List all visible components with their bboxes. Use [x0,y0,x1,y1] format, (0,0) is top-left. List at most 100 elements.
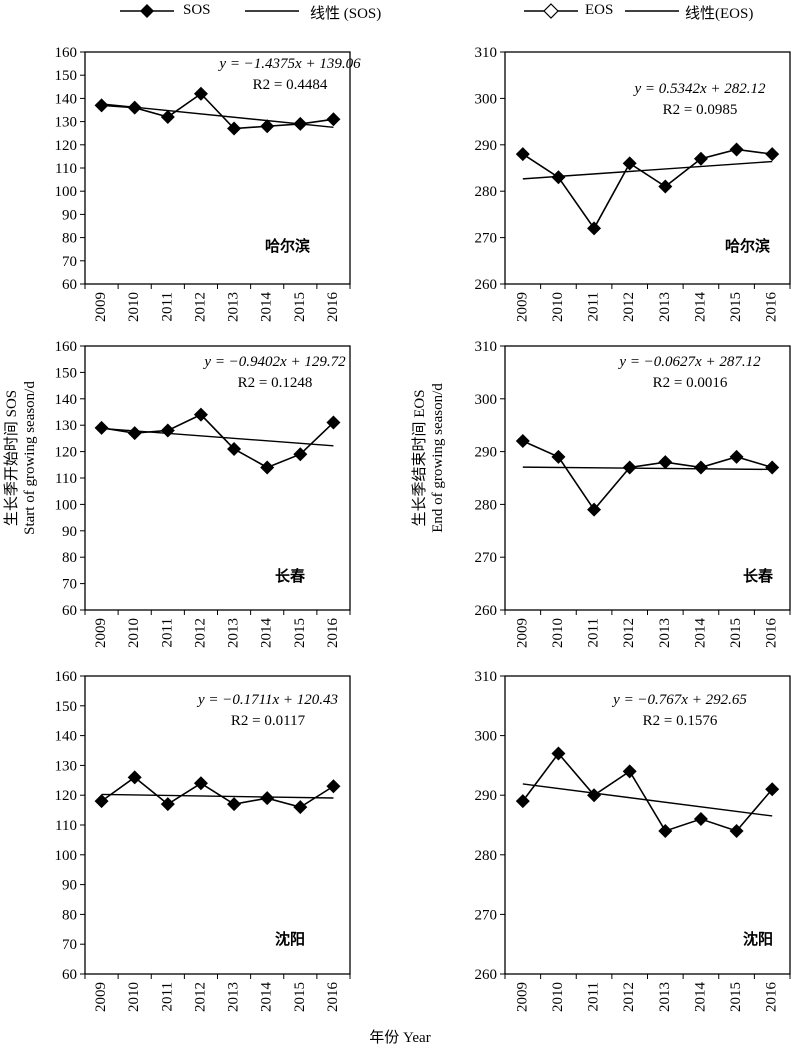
y-tick-label: 120 [55,445,78,461]
y-tick-label: 60 [62,277,77,293]
x-tick-label: 2011 [586,292,602,321]
y-tick-label: 100 [55,497,78,513]
x-tick-label: 2014 [259,292,275,323]
city-label: 长春 [743,567,773,585]
y-tick-label: 260 [475,277,498,293]
y-tick-label: 70 [62,577,77,593]
trend-line [101,427,334,447]
y-tick-label: 260 [475,967,498,983]
x-tick-label: 2009 [514,982,530,1012]
y-tick-label: 80 [62,907,77,923]
x-tick-label: 2010 [126,982,142,1012]
data-point-marker [326,415,341,430]
data-point-marker [193,407,208,422]
legend-sos-trend-line-icon [245,10,299,12]
data-point-marker [260,119,275,134]
y-tick-label: 310 [475,45,498,61]
x-tick-label: 2013 [226,292,242,322]
chart-panel-4: 260 270 280 290 300 310 2009 2010 2011 2012 2013 20… [475,339,791,648]
y-tick-label: 110 [55,471,77,487]
chart-panel-3: 60 70 80 90 100 110 120 130 140 150 160 2009 2010 201… [55,339,351,648]
data-point-marker [551,170,566,185]
y-tick-label: 300 [475,729,498,745]
data-point-marker [515,147,530,162]
x-axis-title: 年份 Year [369,1030,431,1046]
legend-sos-marker-icon [120,4,174,18]
data-point-marker [729,142,744,157]
y-tick-label: 130 [55,115,78,131]
y-tick-label: 280 [475,184,498,200]
data-point-marker [622,156,637,171]
y-tick-label: 310 [475,669,498,685]
x-tick-label: 2009 [514,618,530,648]
data-point-marker [260,460,275,475]
y-tick-label: 310 [475,339,498,355]
x-tick-label: 2016 [325,618,341,649]
data-point-marker [551,449,566,464]
y-tick-label: 60 [62,967,77,983]
r-squared-label: R2 = 0.0016 [653,375,728,391]
x-tick-label: 2013 [226,618,242,648]
trend-equation: y = −0.1711x + 120.43 [196,692,338,708]
x-tick-label: 2012 [192,982,208,1012]
y-tick-label: 270 [475,550,498,566]
y-tick-label: 270 [475,907,498,923]
y-tick-label: 70 [62,254,77,270]
chart-panel-5: 60 70 80 90 100 110 120 130 140 150 160 2009 2010 201… [55,669,351,1012]
y-tick-label: 90 [62,207,77,223]
data-point-marker [515,794,530,809]
y-tick-label: 260 [475,603,498,619]
x-tick-label: 2011 [159,292,175,321]
x-tick-label: 2010 [126,292,142,322]
legend-eos-marker-icon [524,3,578,19]
x-tick-label: 2012 [192,292,208,322]
city-label: 哈尔滨 [725,237,770,255]
data-point-marker [587,788,602,803]
data-point-marker [227,797,242,812]
trend-line [522,466,773,471]
x-tick-label: 2011 [586,618,602,647]
trend-line [101,793,334,799]
data-point-marker [127,100,142,115]
data-point-marker [160,797,175,812]
trend-equation: y = −0.0627x + 287.12 [617,354,761,370]
x-tick-label: 2010 [550,292,566,322]
y-tick-label: 100 [55,184,78,200]
data-point-marker [729,449,744,464]
x-tick-label: 2014 [692,982,708,1013]
trend-equation: y = −0.767x + 292.65 [611,692,747,708]
y-tick-label: 80 [62,231,77,247]
data-point-marker [622,460,637,475]
city-label: 沈阳 [743,930,773,948]
data-point-marker [227,441,242,456]
data-point-marker [729,823,744,838]
x-tick-label: 2012 [621,618,637,648]
data-point-marker [94,794,109,809]
trend-equation: y = −1.4375x + 139.06 [217,56,361,72]
y-tick-label: 290 [475,445,498,461]
y-tick-label: 120 [55,138,78,154]
y-tick-label: 70 [62,937,77,953]
x-tick-label: 2016 [325,292,341,323]
x-tick-label: 2011 [159,618,175,647]
chart-panel-6: 260 270 280 290 300 310 2009 2010 2011 2012 2013 20… [475,669,791,1012]
y-tick-label: 150 [55,365,78,381]
x-tick-label: 2015 [728,292,744,322]
series-line [522,752,773,832]
legend-eos: EOS 线性(EOS) [520,0,800,24]
data-point-marker [127,426,142,441]
x-tick-label: 2016 [764,618,780,649]
y-tick-label: 280 [475,497,498,513]
y-tick-label: 80 [62,550,77,566]
x-tick-label: 2013 [226,982,242,1012]
trend-equation: y = −0.9402x + 129.72 [202,354,346,370]
y-tick-label: 290 [475,788,498,804]
x-tick-label: 2013 [657,982,673,1012]
x-tick-label: 2009 [93,618,109,648]
x-tick-label: 2009 [93,982,109,1012]
r-squared-label: R2 = 0.0985 [663,102,738,118]
x-tick-label: 2015 [292,292,308,322]
x-tick-label: 2010 [550,982,566,1012]
